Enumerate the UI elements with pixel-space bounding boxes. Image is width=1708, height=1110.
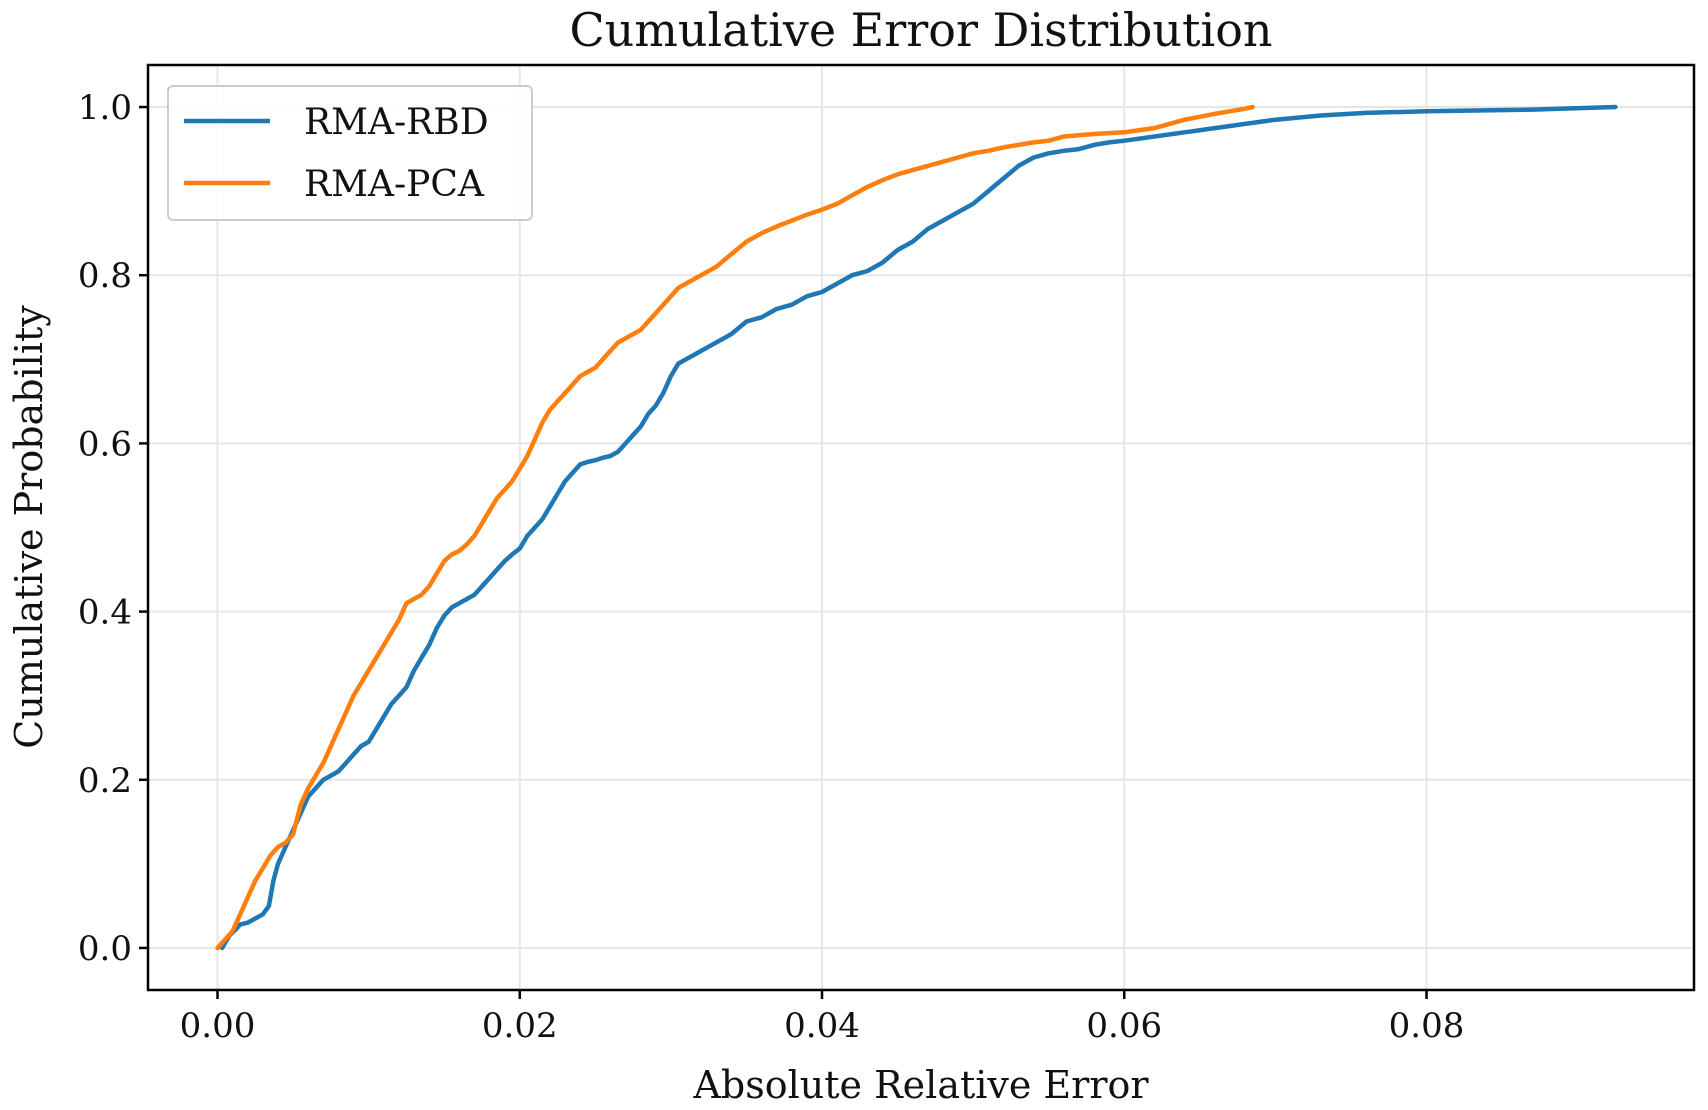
series-line-rma-rbd: [219, 104, 1618, 951]
series-line-rma-pca: [215, 104, 1255, 951]
y-tick-label: 1.0: [78, 88, 132, 128]
x-tick-label: 0.00: [180, 1006, 256, 1046]
plot-area: [215, 104, 1618, 951]
axes: 0.00 0.02 0.04 0.06 0.08 0.0 0.2 0.4 0.6 0.8 1.0: [78, 63, 1696, 1046]
x-tick-label: 0.06: [1086, 1006, 1162, 1046]
x-tick-label: 0.04: [784, 1006, 860, 1046]
legend-label: RMA-PCA: [304, 164, 485, 205]
chart-title: Cumulative Error Distribution: [569, 3, 1272, 57]
y-axis-label: Cumulative Probability: [7, 305, 51, 749]
x-tick-label: 0.08: [1389, 1006, 1465, 1046]
legend-label: RMA-RBD: [304, 102, 489, 143]
x-tick-label: 0.02: [482, 1006, 558, 1046]
y-tick-label: 0.4: [78, 593, 132, 633]
plot-frame: [146, 63, 1696, 992]
y-tick-label: 0.8: [78, 256, 132, 296]
y-tick-label: 0.0: [78, 929, 132, 969]
legend: RMA-RBD RMA-PCA: [167, 85, 533, 221]
y-tick-label: 0.6: [78, 424, 132, 464]
y-tick-label: 0.2: [78, 761, 132, 801]
x-axis-label: Absolute Relative Error: [692, 1063, 1149, 1107]
